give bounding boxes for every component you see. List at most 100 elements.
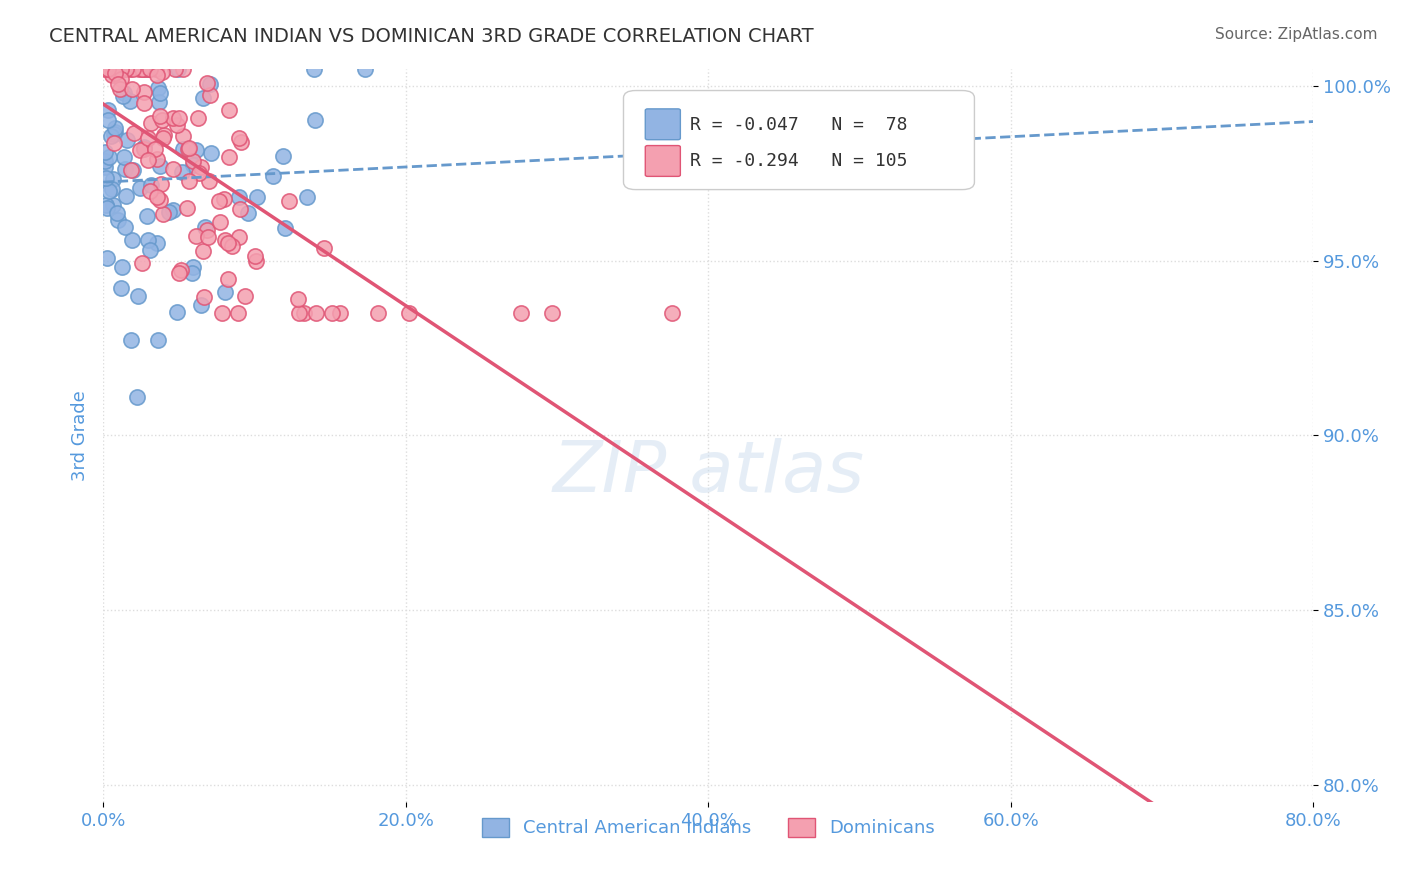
Point xyxy=(162,111,184,125)
Point xyxy=(217,272,239,286)
Point xyxy=(295,190,318,204)
Point xyxy=(146,152,169,166)
Point xyxy=(304,62,326,76)
Point xyxy=(111,260,134,274)
Point xyxy=(165,62,187,76)
Point xyxy=(166,305,188,319)
Point xyxy=(166,118,188,132)
Point xyxy=(101,182,124,196)
Point xyxy=(146,68,169,82)
Point xyxy=(114,188,136,202)
Point xyxy=(122,163,145,178)
Point xyxy=(187,111,209,125)
Point xyxy=(103,128,125,142)
Point xyxy=(120,334,142,348)
Point xyxy=(228,230,250,244)
Point xyxy=(245,253,267,268)
FancyBboxPatch shape xyxy=(623,90,974,190)
Point xyxy=(149,109,172,123)
Point xyxy=(115,132,138,146)
Point xyxy=(150,178,173,192)
Text: R = -0.294   N = 105: R = -0.294 N = 105 xyxy=(690,152,907,170)
Point xyxy=(114,161,136,176)
Point xyxy=(228,202,250,216)
Point xyxy=(186,143,208,157)
Point xyxy=(105,206,128,220)
Point xyxy=(110,72,132,87)
Point xyxy=(221,239,243,253)
Point xyxy=(214,285,236,299)
Point xyxy=(105,62,128,76)
Point xyxy=(97,62,120,76)
Point xyxy=(246,190,269,204)
Point xyxy=(146,236,169,251)
Point xyxy=(100,129,122,144)
Point xyxy=(274,220,297,235)
Legend: Central American Indians, Dominicans: Central American Indians, Dominicans xyxy=(474,811,942,845)
Point xyxy=(262,169,284,183)
Point xyxy=(118,94,141,108)
Point xyxy=(129,181,152,195)
Point xyxy=(367,306,389,320)
Point xyxy=(152,207,174,221)
Point xyxy=(181,153,204,168)
Point xyxy=(105,62,128,76)
Point xyxy=(120,62,142,76)
Point xyxy=(132,62,155,76)
Point xyxy=(98,62,121,76)
Point xyxy=(139,116,162,130)
Point xyxy=(132,85,155,99)
Point xyxy=(104,62,127,76)
Point xyxy=(173,128,195,143)
Point xyxy=(107,213,129,227)
Point xyxy=(162,162,184,177)
Point xyxy=(105,62,128,76)
Point xyxy=(238,206,260,220)
Point xyxy=(200,145,222,160)
Point xyxy=(287,292,309,306)
Point xyxy=(96,201,118,215)
Point xyxy=(191,244,214,258)
Point xyxy=(115,62,138,76)
Point xyxy=(186,229,208,244)
Point xyxy=(305,306,328,320)
Point xyxy=(112,89,135,103)
Y-axis label: 3rd Grade: 3rd Grade xyxy=(72,390,89,481)
Point xyxy=(120,163,142,178)
Point xyxy=(233,289,256,303)
Point xyxy=(152,131,174,145)
Point xyxy=(195,223,218,237)
Point xyxy=(129,143,152,157)
Point xyxy=(212,192,235,206)
Point xyxy=(193,290,215,304)
Point xyxy=(312,240,335,254)
Point xyxy=(139,178,162,193)
Point xyxy=(197,230,219,244)
Point xyxy=(170,262,193,277)
Point xyxy=(98,184,121,198)
FancyBboxPatch shape xyxy=(645,145,681,177)
Point xyxy=(287,306,309,320)
Point xyxy=(121,62,143,76)
Point xyxy=(162,203,184,218)
Point xyxy=(97,113,120,128)
Point xyxy=(112,87,135,101)
Point xyxy=(104,121,127,136)
Point xyxy=(510,306,533,320)
Point xyxy=(131,256,153,270)
Point xyxy=(127,390,149,404)
Point xyxy=(145,62,167,76)
Point xyxy=(93,160,115,174)
Point xyxy=(114,219,136,234)
Point xyxy=(245,249,267,263)
Point xyxy=(166,62,188,76)
Point xyxy=(148,95,170,109)
Point xyxy=(211,306,233,320)
Point xyxy=(191,91,214,105)
Point xyxy=(136,131,159,145)
Point xyxy=(194,220,217,235)
Point xyxy=(136,62,159,76)
Text: ZIP atlas: ZIP atlas xyxy=(553,438,865,507)
Point xyxy=(198,78,221,92)
Point xyxy=(94,62,117,76)
